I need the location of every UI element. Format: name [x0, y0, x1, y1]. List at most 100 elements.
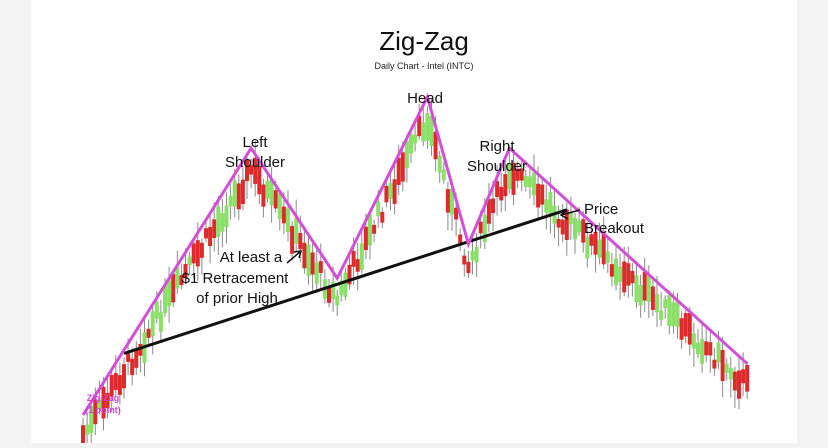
candle-body: [208, 227, 213, 247]
candle-body: [745, 365, 750, 392]
candle-body: [97, 399, 102, 410]
zigzag-label-line1: Zig-Zag: [87, 393, 120, 403]
right-shoulder-label-line2: Shoulder: [467, 158, 527, 175]
candle-body: [298, 232, 303, 250]
candle-body: [286, 208, 290, 233]
candle-body: [507, 162, 512, 190]
candle-body: [101, 387, 106, 419]
candle-body: [724, 363, 729, 374]
left-shoulder-label-line1: Left: [242, 134, 268, 151]
left-shoulder-label-line2: Shoulder: [225, 154, 285, 171]
candle-body: [675, 299, 680, 327]
candle-body: [163, 285, 167, 313]
candle-body: [417, 115, 422, 137]
candle-body: [347, 264, 352, 285]
candle-body: [150, 311, 155, 337]
candle-body: [486, 199, 491, 224]
candle-body: [650, 286, 655, 310]
candle-body: [700, 339, 705, 364]
candle-body: [577, 220, 582, 233]
candle-body: [429, 115, 434, 147]
candles-group: [81, 98, 750, 448]
candle-body: [659, 310, 664, 320]
candle-body: [212, 219, 217, 239]
candle-body: [696, 342, 700, 354]
candle-body: [605, 251, 610, 263]
right-shoulder-label-line1: Right: [479, 138, 515, 155]
candle-body: [737, 370, 741, 399]
candle-body: [515, 168, 520, 181]
candle-body: [536, 183, 541, 208]
candle-body: [306, 244, 311, 276]
candle-body: [503, 174, 508, 197]
zigzag-chart: Zig-Zag Daily Chart - Intel (INTC) Head …: [81, 26, 750, 448]
candle-body: [199, 242, 204, 258]
candle-body: [236, 183, 241, 210]
candle-body: [585, 236, 590, 259]
candle-body: [253, 157, 258, 184]
candle-body: [425, 113, 430, 141]
candle-body: [195, 240, 200, 267]
candle-body: [187, 256, 192, 266]
candle-body: [671, 302, 676, 326]
neckline: [123, 208, 568, 355]
candle-body: [232, 180, 237, 207]
candle-body: [314, 262, 319, 284]
candle-body: [593, 231, 598, 255]
candle-body: [392, 179, 397, 204]
candle-body: [273, 190, 278, 209]
candle-body: [462, 255, 467, 265]
candle-body: [413, 134, 418, 144]
candle-body: [433, 131, 438, 160]
candle-body: [741, 369, 746, 384]
candle-body: [679, 318, 684, 340]
candle-body: [687, 313, 692, 345]
candle-body: [540, 184, 545, 205]
candle-body: [527, 176, 532, 188]
candle-body: [667, 294, 672, 327]
candle-body: [655, 293, 659, 313]
candle-body: [126, 352, 131, 362]
candle-body: [240, 179, 245, 205]
candle-body: [589, 234, 594, 246]
candle-body: [708, 342, 713, 356]
candle-body: [495, 180, 500, 198]
candle-body: [220, 213, 225, 232]
candle-body: [646, 274, 651, 302]
candle-body: [642, 271, 647, 301]
candle-body: [581, 219, 586, 243]
candle-body: [105, 392, 110, 409]
candle-body: [343, 272, 348, 297]
retracement-label-line2: $1 Retracement: [182, 270, 290, 287]
candle-body: [158, 312, 163, 332]
candle-body: [400, 152, 405, 182]
candle-body: [368, 214, 372, 246]
chart-frame: Zig-Zag Daily Chart - Intel (INTC) Head …: [31, 0, 797, 448]
candle-body: [634, 275, 639, 303]
candle-body: [556, 218, 561, 228]
zigzag-line: [81, 92, 749, 416]
candle-body: [249, 165, 254, 175]
candle-body: [458, 234, 463, 244]
candle-body: [630, 271, 635, 284]
candle-body: [609, 264, 614, 277]
candle-body: [224, 205, 229, 228]
head-label: Head: [407, 90, 443, 107]
candle-body: [376, 201, 381, 217]
candle-body: [622, 261, 627, 293]
candle-body: [384, 185, 389, 203]
candle-body: [511, 162, 516, 195]
candle-body: [704, 341, 709, 356]
candle-body: [716, 342, 721, 363]
candle-body: [544, 199, 549, 213]
candle-body: [470, 251, 475, 261]
candle-body: [421, 122, 426, 142]
candle-body: [712, 359, 717, 369]
candle-body: [404, 140, 409, 168]
candle-body: [339, 280, 344, 295]
candle-body: [81, 425, 85, 448]
candle-body: [290, 226, 295, 254]
candle-body: [728, 368, 733, 380]
breakout-arrow: [559, 209, 581, 220]
retracement-label-line1: At least a: [220, 249, 283, 266]
